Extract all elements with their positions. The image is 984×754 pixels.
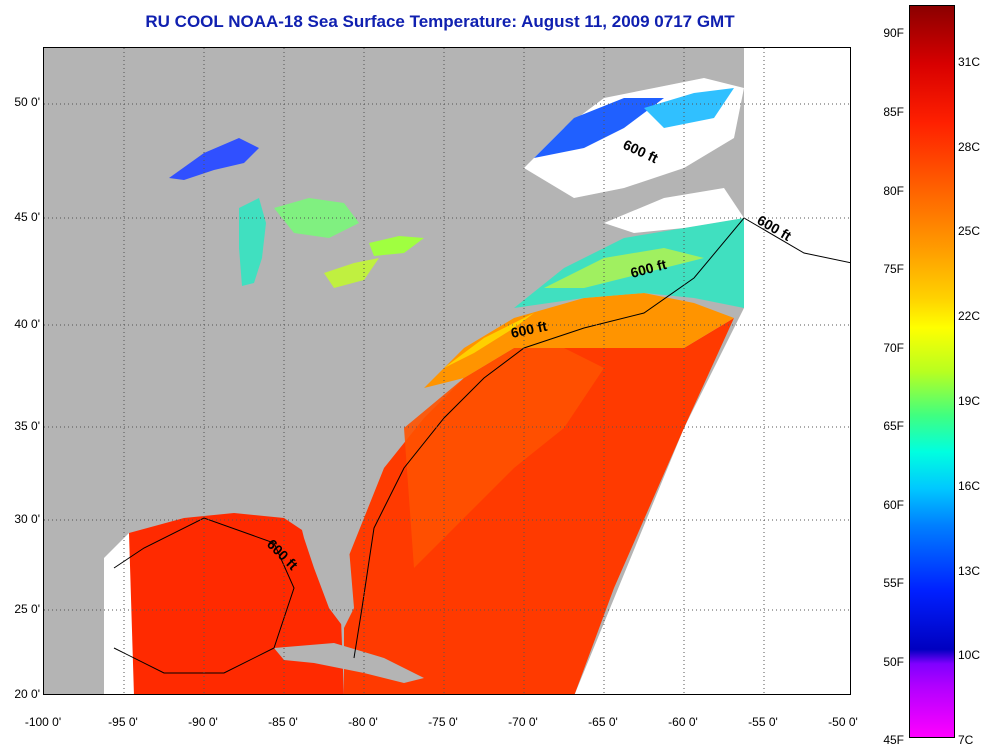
florida: [299, 518, 354, 628]
cuba: [274, 643, 424, 683]
lake-ontario: [369, 236, 424, 256]
lon-label-65: -65 0': [588, 715, 618, 729]
colorbar-c-31: 31C: [958, 55, 981, 69]
lon-label-60: -60 0': [668, 715, 698, 729]
colorbar-f-90: 90F: [883, 26, 904, 40]
lon-label-100: -100 0': [24, 715, 62, 729]
colorbar-f-50: 50F: [883, 655, 904, 669]
lon-label-90: -90 0': [188, 715, 218, 729]
colorbar-f-75: 75F: [883, 262, 904, 276]
colorbar-f-70: 70F: [883, 341, 904, 355]
lat-label-45: 45 0': [14, 210, 40, 224]
colorbar-c-7: 7C: [958, 733, 974, 747]
lon-label-50: -50 0': [828, 715, 858, 729]
contour-label-4: 600 ft: [509, 318, 548, 341]
colorbar-f-80: 80F: [883, 184, 904, 198]
lake-michigan: [239, 198, 266, 286]
colorbar-c-28: 28C: [958, 140, 981, 154]
lon-label-55: -55 0': [748, 715, 778, 729]
contour-600ft-gulf: [113, 517, 295, 674]
colorbar-c-13: 13C: [958, 564, 981, 578]
lon-label-85: -85 0': [268, 715, 298, 729]
colorbar-f-55: 55F: [883, 576, 904, 590]
colorbar-f-45: 45F: [883, 733, 904, 747]
lat-label-25: 25 0': [14, 602, 40, 616]
lon-label-70: -70 0': [508, 715, 538, 729]
lake-erie: [324, 258, 379, 288]
colorbar-c-19: 19C: [958, 394, 981, 408]
colorbar-c-16: 16C: [958, 479, 981, 493]
colorbar-f-85: 85F: [883, 105, 904, 119]
colorbar-f-65: 65F: [883, 419, 904, 433]
lon-label-80: -80 0': [348, 715, 378, 729]
colorbar-f-60: 60F: [883, 498, 904, 512]
sst-map: 600 ft 600 ft 600 ft 600 ft 600 ft: [43, 47, 851, 695]
lat-label-30: 30 0': [14, 512, 40, 526]
graticule: [44, 48, 850, 694]
mid-atlantic-water: [424, 293, 734, 388]
lon-label-95: -95 0': [108, 715, 138, 729]
colorbar-c-10: 10C: [958, 648, 981, 662]
temperature-colorbar: [909, 5, 955, 738]
lat-label-35: 35 0': [14, 419, 40, 433]
lat-label-20: 20 0': [14, 687, 40, 701]
lat-label-40: 40 0': [14, 317, 40, 331]
map-title: RU COOL NOAA-18 Sea Surface Temperature:…: [145, 12, 735, 31]
no-data-area: [574, 48, 850, 694]
colorbar-c-25: 25C: [958, 224, 981, 238]
lake-superior: [169, 138, 259, 180]
sst-map-image: 600 ft 600 ft 600 ft 600 ft 600 ft: [44, 48, 850, 694]
lat-label-50: 50 0': [14, 95, 40, 109]
colorbar-c-22: 22C: [958, 309, 981, 323]
lon-label-75: -75 0': [428, 715, 458, 729]
